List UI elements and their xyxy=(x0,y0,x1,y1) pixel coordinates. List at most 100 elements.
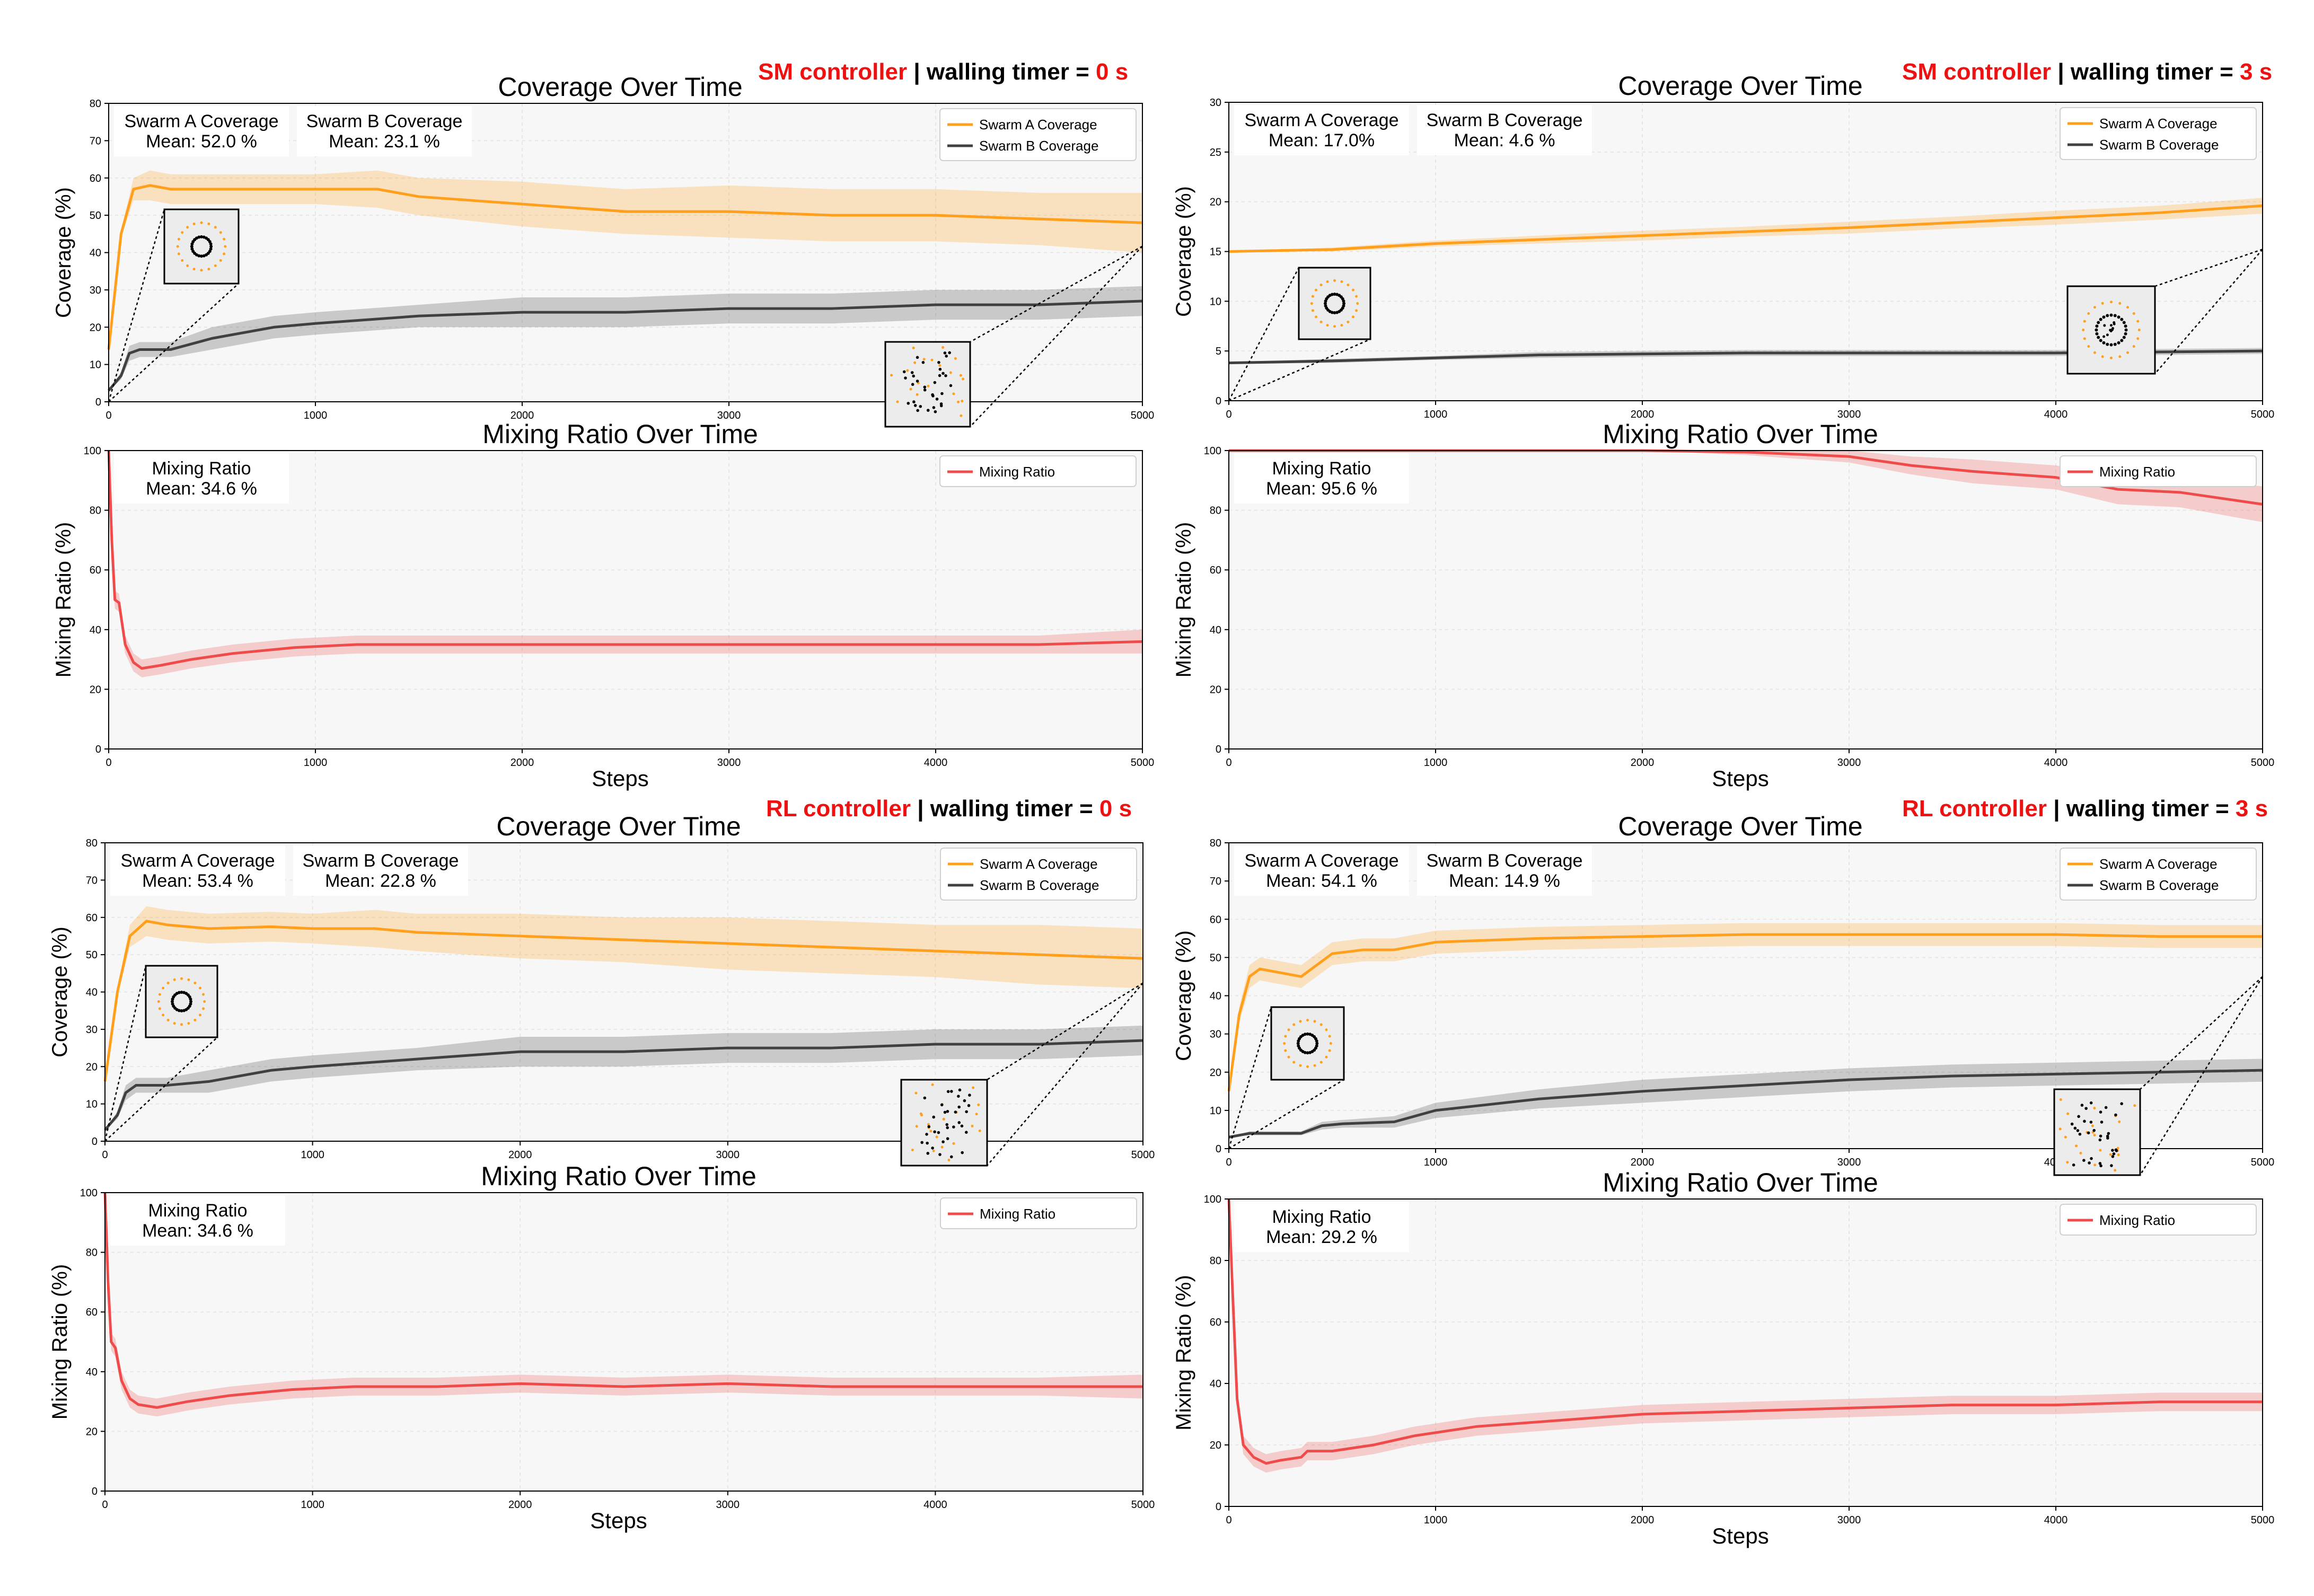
chart-2: 0 1000 2000 3000 4000 5000 0 20 40 60 80 100 Mixing … xyxy=(52,419,1154,791)
agent-dot-b xyxy=(209,242,213,246)
agent-dot-b xyxy=(932,1115,936,1119)
agent-dot-b xyxy=(1296,1042,1300,1045)
agent-dot-a xyxy=(940,1145,944,1149)
x-tick-label: 0 xyxy=(1226,409,1231,420)
zoom-line xyxy=(2140,976,2263,1090)
x-tick-label: 5000 xyxy=(1131,1499,1155,1511)
y-tick-label: 100 xyxy=(80,1187,98,1199)
agent-dot-a xyxy=(180,977,183,980)
agent-dot-a xyxy=(1328,1049,1331,1052)
agent-dot-a xyxy=(1319,1061,1323,1064)
agent-dot-a xyxy=(2079,1151,2082,1154)
agent-dot-a xyxy=(949,371,952,374)
agent-dot-b xyxy=(2111,1155,2115,1158)
agent-dot-a xyxy=(1310,302,1313,305)
agent-dot-a xyxy=(911,1148,914,1151)
stats-label: Mixing Ratio xyxy=(1272,458,1371,479)
legend-label: Swarm A Coverage xyxy=(980,856,1098,872)
y-tick-label: 15 xyxy=(1210,246,1221,258)
agent-dot-a xyxy=(922,358,926,361)
agent-dot-b xyxy=(200,235,203,239)
inset-cluster xyxy=(163,208,240,285)
y-tick-label: 30 xyxy=(90,285,101,296)
x-tick-label: 0 xyxy=(1226,1514,1231,1526)
x-tick-label: 3000 xyxy=(1837,757,1861,769)
controller-name: RL controller xyxy=(766,796,911,822)
agent-dot-a xyxy=(1325,1028,1328,1031)
agent-dot-a xyxy=(1326,280,1329,283)
chart-title: Coverage Over Time xyxy=(1618,71,1862,101)
agent-dot-b xyxy=(180,1009,183,1013)
agent-dot-a xyxy=(2133,1104,2136,1107)
agent-dot-a xyxy=(200,269,203,272)
y-tick-label: 0 xyxy=(1216,1501,1221,1513)
agent-dot-b xyxy=(2073,1126,2077,1130)
agent-dot-a xyxy=(1313,1064,1316,1067)
agent-dot-a xyxy=(938,364,942,367)
agent-dot-a xyxy=(932,1149,935,1152)
agent-dot-b xyxy=(2122,336,2126,339)
inset-box xyxy=(884,341,971,428)
agent-dot-a xyxy=(186,264,189,267)
x-tick-label: 1000 xyxy=(304,410,328,421)
y-tick-label: 60 xyxy=(86,1307,98,1318)
agent-dot-a xyxy=(2118,1120,2121,1123)
agent-dot-b xyxy=(1324,304,1327,308)
agent-dot-a xyxy=(200,221,203,224)
agent-dot-b xyxy=(2113,314,2117,318)
y-axis-label: Coverage (%) xyxy=(48,927,72,1057)
agent-dot-b xyxy=(2078,1132,2082,1136)
stats-label: Swarm A Coverage xyxy=(1244,110,1398,130)
agent-dot-b xyxy=(939,404,943,408)
zoom-line xyxy=(970,245,1143,427)
agent-dot-b xyxy=(189,997,192,1001)
agent-dot-b xyxy=(950,1090,953,1093)
x-tick-label: 3000 xyxy=(1837,1157,1861,1168)
legend xyxy=(2060,455,2257,487)
inset-ring-cluster xyxy=(2066,285,2156,375)
y-tick-label: 50 xyxy=(86,949,98,961)
controller-header: RL controller | walling timer = 3 s xyxy=(1902,796,2268,822)
y-tick-label: 10 xyxy=(90,359,101,371)
agent-dot-b xyxy=(949,384,953,387)
stats-box xyxy=(110,845,285,896)
series-band-swarm_a xyxy=(1229,198,2263,252)
agent-dot-a xyxy=(187,1022,190,1025)
y-tick-label: 20 xyxy=(86,1061,98,1073)
stats-mean: Mean: 22.8 % xyxy=(325,871,436,891)
agent-dot-b xyxy=(949,1155,953,1159)
agent-dot-a xyxy=(2093,1134,2096,1137)
agent-dot-a xyxy=(1299,1064,1302,1067)
agent-dot-a xyxy=(180,1023,183,1026)
y-tick-label: 20 xyxy=(1210,197,1221,208)
agent-dot-b xyxy=(904,376,907,380)
stats-label: Mixing Ratio xyxy=(1272,1207,1371,1227)
zoom-lines xyxy=(2154,249,2263,374)
y-tick-label: 100 xyxy=(84,445,101,457)
agent-dot-a xyxy=(2064,1135,2067,1139)
agent-dot-a xyxy=(224,245,227,248)
agent-dot-a xyxy=(1287,1055,1290,1059)
agent-dot-b xyxy=(2099,1110,2102,1114)
agent-dot-a xyxy=(2099,1149,2102,1152)
agent-dot-a xyxy=(1329,1042,1332,1045)
agent-dot-a xyxy=(198,1013,201,1017)
inset-box xyxy=(145,965,218,1038)
agent-dot-a xyxy=(916,393,919,396)
chart-5: 01000200030004000500001020304050607080Co… xyxy=(48,796,1155,1167)
agent-dot-b xyxy=(209,245,213,248)
y-tick-label: 0 xyxy=(1216,744,1221,755)
x-tick-label: 2000 xyxy=(1631,1514,1655,1526)
x-tick-label: 3000 xyxy=(717,757,741,769)
agent-dot-b xyxy=(920,1141,923,1144)
stats-mean: Mean: 34.6 % xyxy=(146,479,257,499)
agent-dot-b xyxy=(2106,1136,2109,1140)
walling-timer-value: 3 s xyxy=(2240,59,2272,85)
agent-dot-a xyxy=(947,1159,951,1162)
stats-box xyxy=(1234,1202,1409,1252)
walling-timer-value: 0 s xyxy=(1099,796,1132,822)
agent-dot-a xyxy=(2093,1163,2097,1167)
walling-timer-label: | walling timer = xyxy=(2051,59,2240,85)
agent-dot-a xyxy=(942,1117,945,1121)
